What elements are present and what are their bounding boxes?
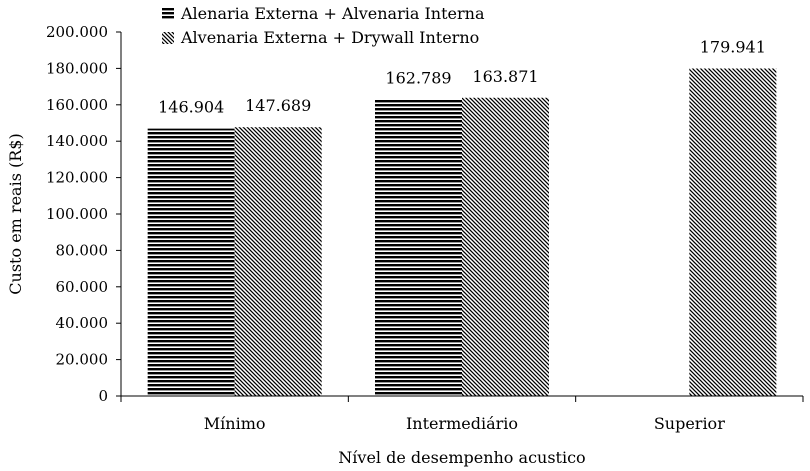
y-tick-label: 60.000 xyxy=(56,278,109,296)
legend-item-1: Alenaria Externa + Alvenaria Interna xyxy=(162,4,485,23)
data-label-2-3: 179.941 xyxy=(700,38,766,57)
y-tick-label: 160.000 xyxy=(46,96,108,114)
legend-label: Alvenaria Externa + Drywall Interno xyxy=(180,28,479,47)
data-label-1-1: 146.904 xyxy=(158,98,224,117)
legend-item-2: Alvenaria Externa + Drywall Interno xyxy=(162,28,479,47)
y-tick-label: 80.000 xyxy=(56,241,109,259)
bar-2-1 xyxy=(234,127,322,396)
x-category-label: Mínimo xyxy=(204,414,266,433)
legend-label: Alenaria Externa + Alvenaria Interna xyxy=(180,4,485,23)
bar-1-1 xyxy=(147,128,235,397)
bar-1-2 xyxy=(375,99,462,396)
data-labels-group: 146.904 162.789 147.689 163.871 179.941 xyxy=(158,38,766,117)
axes-group: 0 20.000 40.000 60.000 80.000 100.000 120.000 1… xyxy=(46,23,804,433)
y-tick-label: 200.000 xyxy=(46,23,108,41)
data-label-2-1: 147.689 xyxy=(245,96,311,115)
data-label-1-2: 162.789 xyxy=(385,69,451,88)
bar-2-3 xyxy=(689,68,777,396)
y-tick-label: 40.000 xyxy=(56,314,109,332)
y-tick-label: 100.000 xyxy=(46,205,108,223)
y-axis-title: Custo em reais (R$) xyxy=(6,133,25,294)
x-category-label: Superior xyxy=(654,414,725,433)
legend-swatch xyxy=(162,8,174,20)
y-tick-label: 180.000 xyxy=(46,59,108,77)
y-tick-label: 0 xyxy=(98,387,108,405)
legend: Alenaria Externa + Alvenaria Interna Alve… xyxy=(162,4,485,47)
legend-swatch xyxy=(162,32,174,44)
bar-2-2 xyxy=(462,97,549,396)
data-label-2-2: 163.871 xyxy=(472,67,538,86)
bars-group xyxy=(147,68,777,397)
y-tick-label: 20.000 xyxy=(56,351,109,369)
x-category-label: Intermediário xyxy=(406,414,518,433)
y-tick-label: 120.000 xyxy=(46,169,108,187)
y-tick-label: 140.000 xyxy=(46,132,108,150)
x-axis-title: Nível de desempenho acustico xyxy=(338,448,585,467)
